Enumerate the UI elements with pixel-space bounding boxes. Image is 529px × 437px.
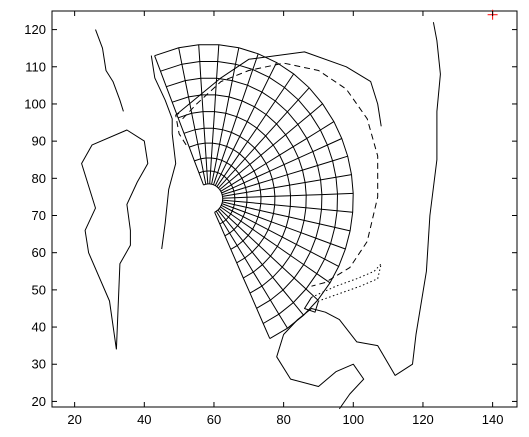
data-layer xyxy=(81,22,441,410)
series-line-5 xyxy=(276,22,441,410)
x-tick-label: 80 xyxy=(276,412,290,427)
mesh-layer xyxy=(154,44,354,340)
y-tick-label: 60 xyxy=(32,245,46,260)
mesh-spoke-24 xyxy=(154,55,204,186)
axes-frame xyxy=(51,10,518,408)
series-line-9 xyxy=(304,297,319,313)
series-line-4 xyxy=(175,51,382,127)
mesh-spoke-2 xyxy=(215,210,288,329)
mesh-spoke-13 xyxy=(221,138,343,194)
y-tick-label: 20 xyxy=(32,394,46,409)
mesh-spoke-6 xyxy=(221,204,339,267)
mesh-spoke-19 xyxy=(213,53,259,185)
x-tick-label: 140 xyxy=(482,412,504,427)
mesh-spoke-3 xyxy=(217,209,304,316)
mesh-spoke-21 xyxy=(209,44,220,184)
x-tick-label: 120 xyxy=(412,412,434,427)
mesh-spoke-9 xyxy=(222,199,353,213)
y-tick-label: 90 xyxy=(32,134,46,149)
mesh-spoke-20 xyxy=(211,47,240,185)
x-tick-label: 60 xyxy=(207,412,221,427)
mesh-spoke-14 xyxy=(220,121,335,192)
y-tick-label: 50 xyxy=(32,282,46,297)
mesh-spoke-23 xyxy=(178,47,207,185)
mesh-spoke-16 xyxy=(218,87,310,189)
x-tick-label: 20 xyxy=(67,412,81,427)
x-tick-label: 40 xyxy=(137,412,151,427)
mesh-spoke-17 xyxy=(216,73,295,187)
mesh-ring-6 xyxy=(177,111,292,279)
mesh-ring-1 xyxy=(203,183,224,213)
y-tick-label: 40 xyxy=(32,320,46,335)
mesh-spoke-7 xyxy=(221,203,346,250)
mesh-ring-3 xyxy=(194,157,248,237)
tick-layer: 20 40 60 80 100 120 140 20 30 40 50 60 70 80 90 100 110 1… xyxy=(24,11,517,427)
mesh-spoke-22 xyxy=(198,44,209,184)
mesh-spoke-4 xyxy=(218,208,319,301)
y-tick-label: 30 xyxy=(32,357,46,372)
mesh-spoke-8 xyxy=(222,201,351,232)
series-line-2 xyxy=(81,129,149,350)
mesh-ring-4 xyxy=(189,142,262,250)
y-tick-label: 70 xyxy=(32,208,46,223)
mesh-ring-7 xyxy=(172,94,307,294)
y-tick-label: 110 xyxy=(25,59,46,74)
series-line-7 xyxy=(175,110,187,146)
mesh-spoke-12 xyxy=(221,155,348,196)
mesh-ring-9 xyxy=(160,61,339,324)
mesh-ring-2 xyxy=(198,170,236,225)
mesh-spoke-1 xyxy=(214,212,271,339)
y-tick-label: 120 xyxy=(24,22,46,37)
series-line-3 xyxy=(150,55,177,250)
mesh-spoke-15 xyxy=(219,103,323,190)
y-tick-label: 80 xyxy=(32,171,46,186)
mesh-spoke-10 xyxy=(222,192,354,199)
y-tick-label: 100 xyxy=(24,96,46,111)
mesh-ring-8 xyxy=(166,77,323,309)
series-line-1 xyxy=(95,29,124,112)
axes-box xyxy=(51,10,518,408)
series-line-6 xyxy=(182,62,379,287)
mesh-spoke-11 xyxy=(222,174,352,197)
mesh-ring-10 xyxy=(154,44,354,340)
mesh-spoke-18 xyxy=(214,62,278,186)
x-tick-label: 100 xyxy=(342,412,364,427)
mesh-ring-5 xyxy=(183,127,276,264)
mesh-spoke-5 xyxy=(220,206,331,284)
